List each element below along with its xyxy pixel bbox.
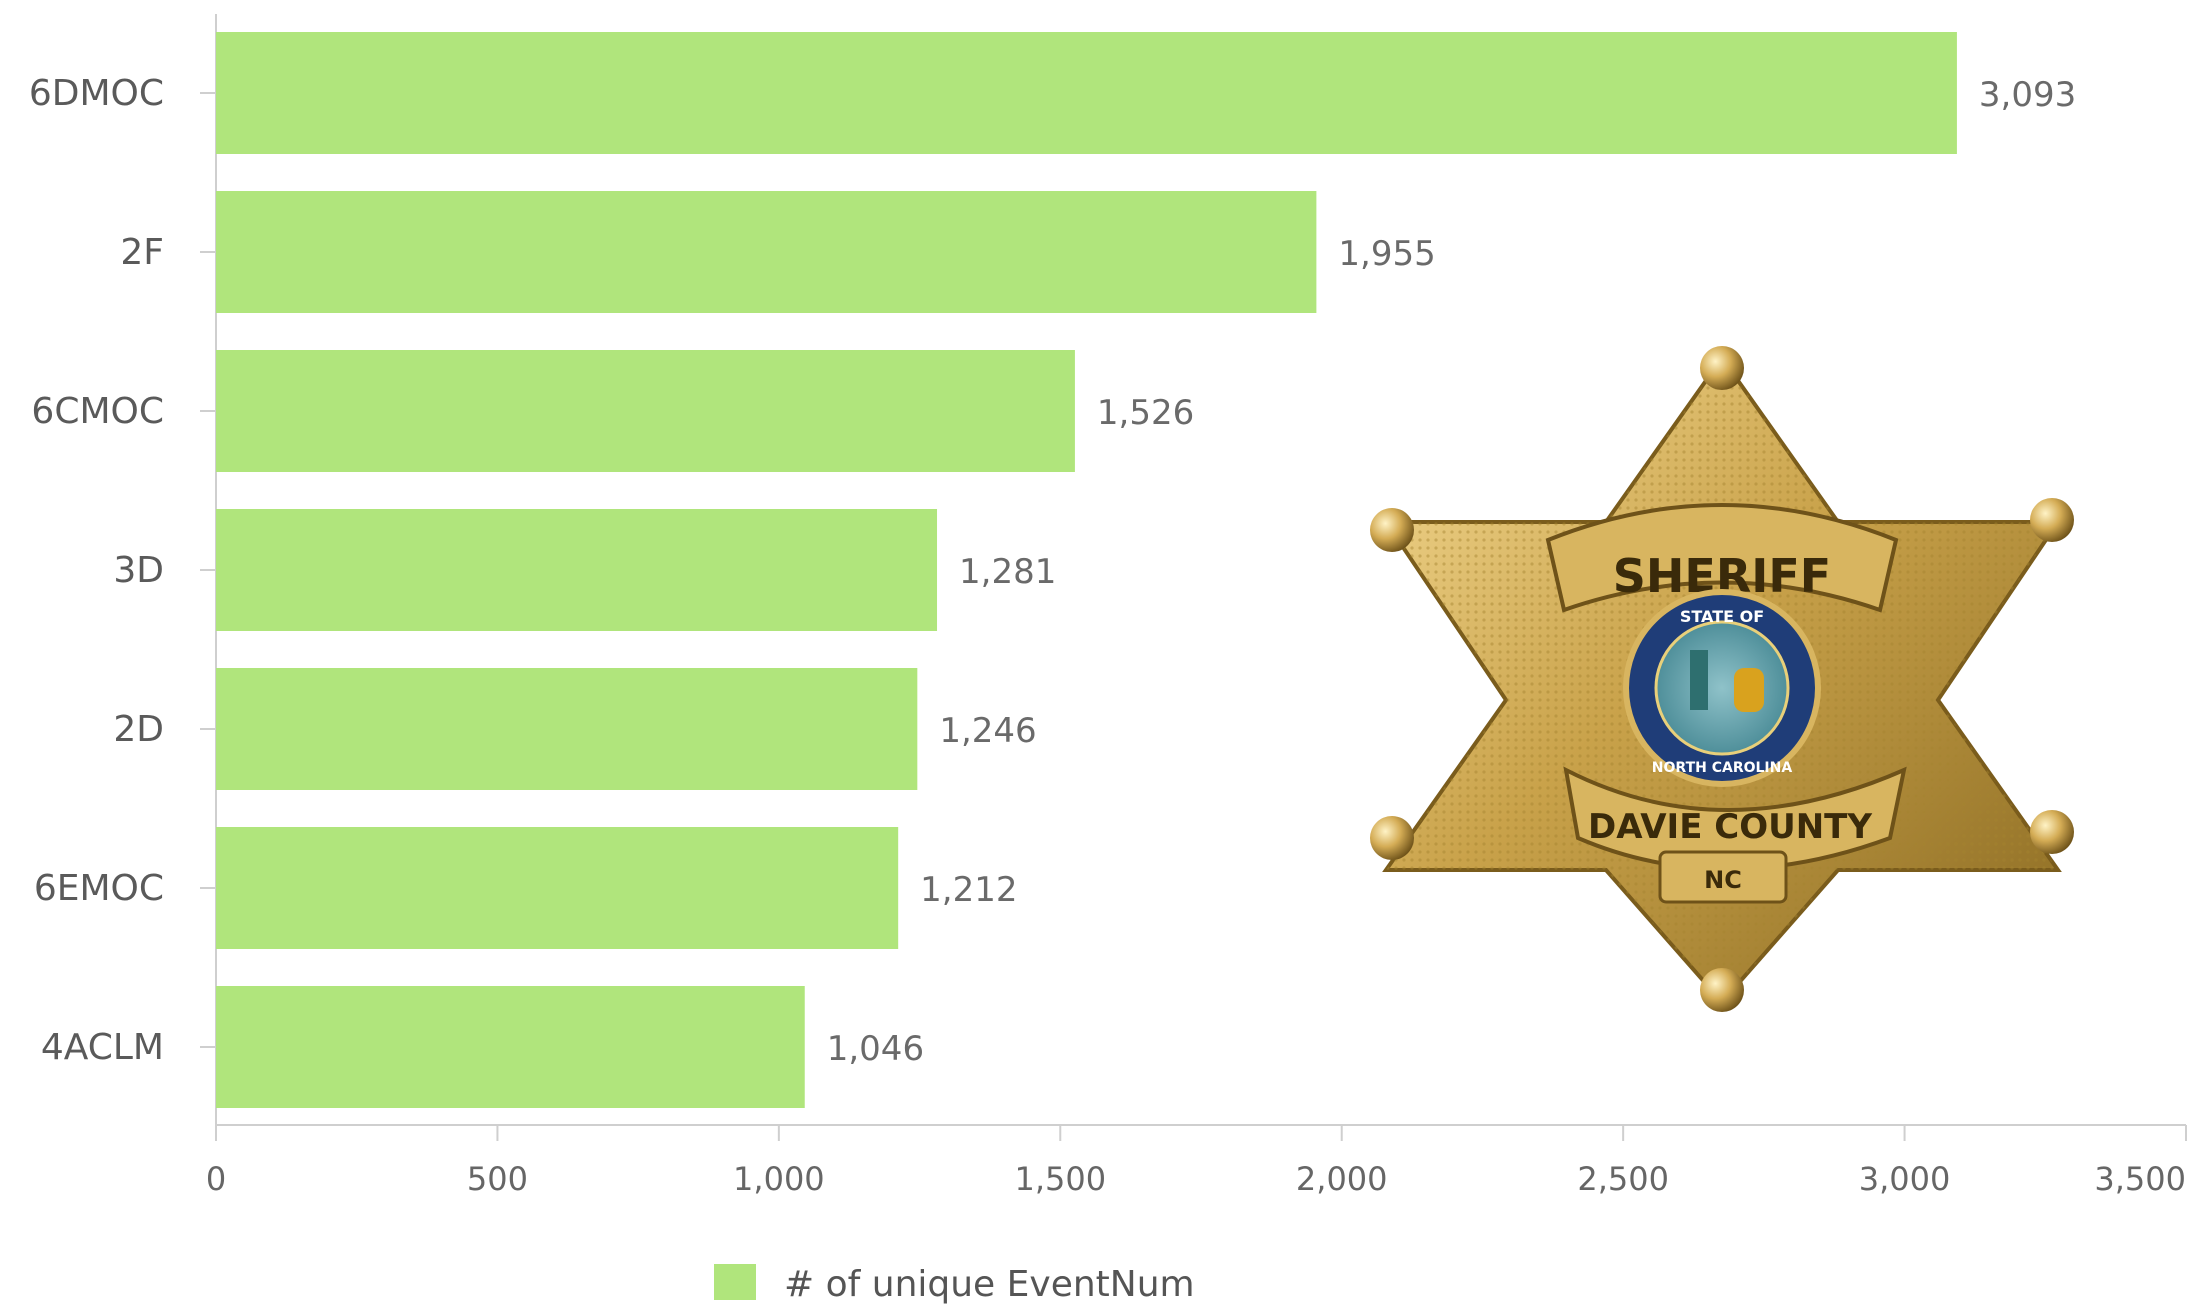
value-label: 1,281 <box>959 552 1056 592</box>
x-tick-label: 2,000 <box>1296 1160 1388 1198</box>
x-tick-label: 3,000 <box>1859 1160 1951 1198</box>
value-label: 1,046 <box>827 1029 924 1069</box>
badge-plate-text: NC <box>1704 866 1742 894</box>
category-labels: 6DMOC 2F 6CMOC 3D 2D 6EMOC 4ACLM <box>29 73 216 1068</box>
value-label: 1,212 <box>920 870 1017 910</box>
value-label: 1,246 <box>939 711 1036 751</box>
category-label: 3D <box>113 550 164 591</box>
bar-3d <box>216 509 938 631</box>
badge-seal-top-text: STATE OF <box>1680 607 1764 626</box>
value-label: 1,526 <box>1097 393 1194 433</box>
category-label: 4ACLM <box>41 1027 164 1068</box>
bar-2f <box>216 191 1317 313</box>
bar-2d <box>216 668 918 790</box>
bar-6dmoc <box>216 32 1957 154</box>
category-label: 2F <box>120 232 164 273</box>
x-tick-label: 2,500 <box>1577 1160 1669 1198</box>
x-tick-label: 1,500 <box>1014 1160 1106 1198</box>
bar-6emoc <box>216 827 899 949</box>
category-label: 2D <box>113 709 164 750</box>
x-axis-ticks: 0 500 1,000 1,500 2,000 2,500 3,000 3,500 <box>206 1125 2187 1198</box>
badge-seal-bottom-text: NORTH CAROLINA <box>1652 760 1793 776</box>
value-labels: 3,093 1,955 1,526 1,281 1,246 1,212 1,046 <box>827 75 2077 1069</box>
bars-group <box>216 32 1957 1108</box>
badge-seal-center <box>1654 620 1790 756</box>
badge-knob <box>1700 346 1744 390</box>
x-tick-label: 1,000 <box>733 1160 825 1198</box>
value-label: 1,955 <box>1338 234 1435 274</box>
legend: # of unique EventNum <box>714 1264 1195 1305</box>
badge-banner-text: DAVIE COUNTY <box>1588 807 1872 847</box>
sheriff-badge-image: SHERIFF STATE OF NORTH CAROLINA DAVIE CO… <box>1370 346 2074 1012</box>
badge-knob <box>1700 968 1744 1012</box>
badge-plate <box>1658 850 1788 904</box>
bar-6cmoc <box>216 350 1075 472</box>
bar-4aclm <box>216 986 805 1108</box>
x-tick-label: 3,500 <box>2094 1160 2186 1198</box>
category-label: 6DMOC <box>29 73 164 114</box>
legend-swatch <box>714 1264 756 1300</box>
badge-knob <box>1370 816 1414 860</box>
x-tick-label: 500 <box>467 1160 528 1198</box>
category-label: 6CMOC <box>31 391 164 432</box>
seal-figure-left <box>1690 650 1708 710</box>
badge-knob <box>2030 810 2074 854</box>
legend-label: # of unique EventNum <box>784 1264 1195 1305</box>
seal-figure-right <box>1734 668 1764 712</box>
value-label: 3,093 <box>1979 75 2076 115</box>
badge-knob <box>2030 498 2074 542</box>
x-tick-label: 0 <box>206 1160 226 1198</box>
badge-knob <box>1370 508 1414 552</box>
category-label: 6EMOC <box>34 868 164 909</box>
badge-top-banner <box>1545 503 1899 613</box>
